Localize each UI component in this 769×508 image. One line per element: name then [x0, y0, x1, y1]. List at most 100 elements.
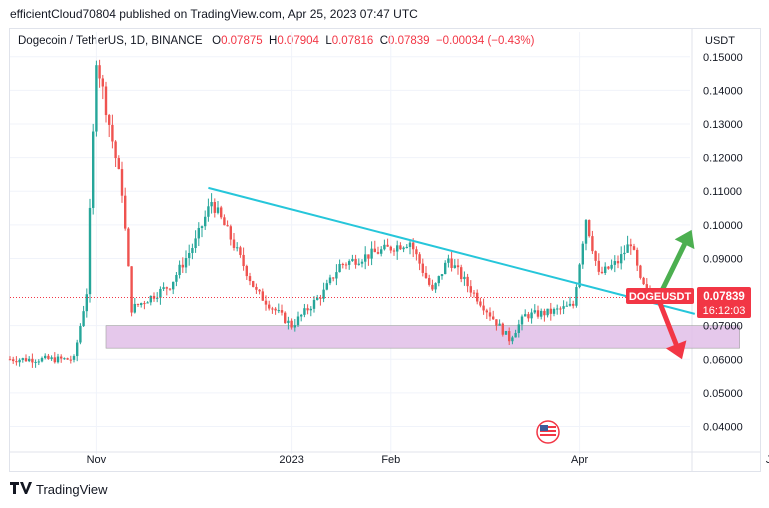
y-tick-label: 0.14000	[703, 85, 743, 97]
candle-body	[578, 264, 581, 288]
y-tick-label: 0.11000	[703, 186, 742, 198]
candle-body	[261, 291, 264, 301]
candle-body	[44, 355, 47, 359]
legend-close: 0.07839	[388, 35, 430, 47]
candle-body	[514, 332, 517, 338]
bearish-arrow-icon	[657, 301, 687, 360]
candle-body	[181, 264, 184, 268]
candle-body	[607, 266, 610, 269]
candle-body	[194, 238, 197, 249]
candle-body	[24, 358, 28, 362]
brand-name: TradingView	[36, 482, 108, 497]
candle-body	[613, 261, 616, 265]
candle-body	[549, 308, 552, 314]
candle-body	[274, 308, 277, 311]
legend-symbol[interactable]: Dogecoin / TetherUS, 1D, BINANCE	[18, 35, 203, 47]
candle-body	[101, 78, 104, 87]
candle-body	[300, 314, 303, 317]
candle-body	[226, 225, 229, 227]
candle-body	[200, 226, 204, 228]
candle-body	[69, 359, 72, 361]
candle-body	[85, 294, 88, 312]
candle-body	[133, 303, 136, 313]
chart-grid	[9, 28, 761, 472]
candle-body	[392, 250, 396, 252]
candle-body	[280, 310, 284, 313]
price-tag-group: DOGEUSDT 0.07839 16:12:03	[626, 287, 751, 318]
candle-body	[271, 308, 274, 310]
candle-body	[98, 65, 101, 79]
candle-body	[482, 305, 485, 311]
candle-body	[8, 359, 12, 361]
candle-body	[284, 312, 287, 324]
candle-body	[124, 195, 127, 229]
bullish-arrow-icon	[657, 229, 695, 297]
candle-body	[140, 303, 143, 305]
candle-body	[319, 297, 322, 299]
price-tag-symbol: DOGEUSDT	[629, 291, 692, 303]
candle-body	[568, 303, 572, 306]
candle-body	[95, 65, 98, 132]
candle-body	[335, 272, 338, 279]
y-tick-label: 0.07000	[703, 321, 743, 333]
candle-body	[447, 258, 450, 263]
candle-body	[290, 320, 293, 328]
y-tick-label: 0.05000	[703, 388, 743, 400]
candle-body	[444, 262, 447, 275]
candle-body	[223, 217, 226, 226]
legend-open: 0.07875	[221, 35, 263, 47]
candle-body	[386, 244, 389, 247]
candle-body	[328, 277, 332, 284]
candle-body	[437, 276, 440, 284]
candle-body	[623, 252, 626, 255]
candle-body	[136, 303, 140, 305]
candle-body	[396, 245, 399, 252]
support-zone-layer	[105, 325, 740, 349]
candle-body	[229, 226, 232, 240]
candle-body	[76, 342, 79, 357]
candle-body	[431, 284, 434, 290]
candle-body	[453, 265, 456, 268]
y-tick-label: 0.13000	[703, 119, 743, 131]
candle-body	[210, 202, 213, 207]
candle-body	[188, 253, 191, 259]
chart-legend: Dogecoin / TetherUS, 1D, BINANCE O0.0787…	[18, 35, 534, 47]
legend-change: −0.00034 (−0.43%)	[435, 35, 535, 47]
candle-body	[207, 206, 210, 217]
candle-body	[536, 310, 540, 317]
candle-body	[66, 358, 69, 360]
candle-body	[79, 326, 82, 343]
candle-body	[338, 263, 341, 273]
candle-body	[540, 310, 543, 317]
candle-body	[620, 254, 623, 264]
candle-body	[501, 323, 504, 335]
candle-body	[476, 292, 479, 302]
candle-body	[258, 289, 261, 292]
footer-branding[interactable]: TradingView	[10, 482, 108, 497]
candle-body	[434, 283, 437, 290]
candle-body	[204, 216, 207, 227]
candle-body	[588, 220, 591, 237]
candle-body	[380, 249, 383, 254]
candle-body	[264, 300, 268, 305]
candle-body	[303, 308, 306, 315]
time-axis: Nov 2023 Feb Apr Jun	[87, 454, 769, 466]
candle-body	[165, 287, 168, 289]
candle-body	[191, 248, 194, 254]
candle-body	[56, 356, 60, 363]
candle-body	[597, 260, 600, 272]
candle-body	[344, 264, 348, 266]
candle-body	[424, 272, 428, 279]
currency-label: USDT	[705, 35, 735, 47]
candle-body	[351, 258, 354, 262]
candle-body	[504, 331, 508, 335]
x-tick-label: 2023	[279, 454, 303, 466]
candle-body	[530, 312, 533, 319]
candle-body	[472, 292, 476, 294]
candle-body	[626, 244, 629, 253]
annotation-layer	[10, 186, 696, 360]
us-flag-icon[interactable]	[536, 420, 560, 444]
legend-low: 0.07816	[331, 35, 374, 47]
candle-body	[236, 247, 239, 249]
